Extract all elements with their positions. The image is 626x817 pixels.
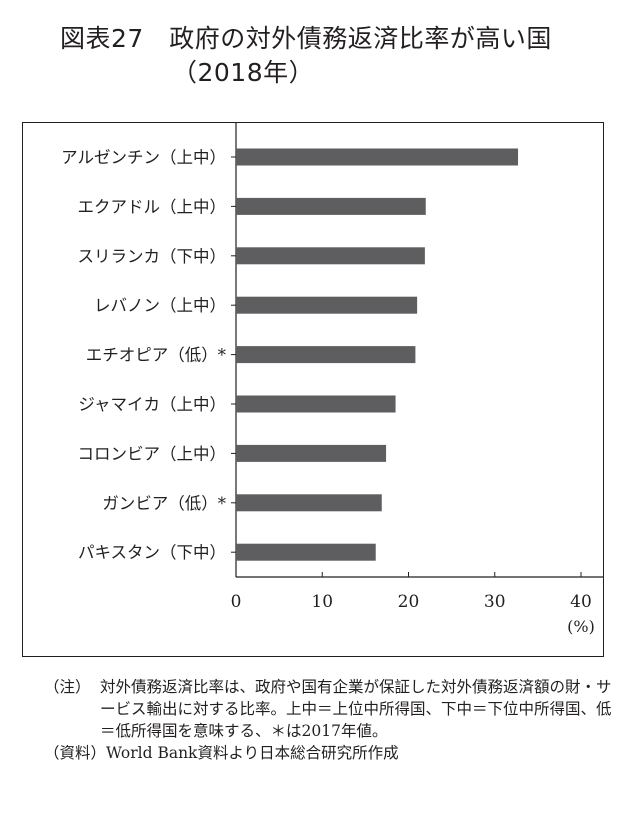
source-label: （資料） (44, 744, 107, 762)
source-row: （資料） World Bank資料より日本総合研究所作成 (44, 742, 614, 764)
chart-title-line2: （2018年） (172, 58, 315, 87)
category-label: スリランカ（下中） (78, 247, 227, 266)
category-label: コロンビア（上中） (78, 444, 227, 463)
bar (236, 543, 376, 561)
bar (236, 148, 519, 166)
category-label: エクアドル（上中） (78, 197, 227, 216)
bar (236, 346, 416, 364)
category-label: ガンビア（低）* (102, 494, 226, 513)
bar (236, 395, 396, 413)
chart-title-line1: 図表27 政府の対外債務返済比率が高い国 (60, 24, 552, 53)
chart-frame (22, 122, 604, 657)
x-tick-label: 10 (311, 592, 333, 612)
category-label: レバノン（上中） (94, 296, 226, 315)
x-tick-label: 20 (398, 592, 420, 612)
bar (236, 494, 382, 512)
note-label: （注） (44, 678, 91, 696)
x-tick-label: 40 (570, 592, 592, 612)
notes-block: （注） 対外債務返済比率は、政府や国有企業が保証した対外債務返済額の財・サービス… (44, 676, 614, 764)
x-tick-label: 30 (484, 592, 506, 612)
bar (236, 247, 425, 265)
note-row: （注） 対外債務返済比率は、政府や国有企業が保証した対外債務返済額の財・サービス… (44, 676, 614, 742)
x-tick-label: 0 (231, 592, 242, 612)
note-text: 対外債務返済比率は、政府や国有企業が保証した対外債務返済額の財・サービス輸出に対… (100, 678, 612, 740)
category-label: ジャマイカ（上中） (78, 395, 226, 414)
chart-title: 図表27 政府の対外債務返済比率が高い国 （2018年） (60, 22, 620, 90)
bar (236, 444, 387, 462)
x-unit-label: (%) (567, 617, 595, 636)
source-text: World Bank資料より日本総合研究所作成 (106, 744, 399, 762)
category-label: アルゼンチン（上中） (61, 148, 226, 167)
category-label: エチオピア（低）* (86, 346, 226, 365)
bar (236, 296, 418, 314)
bar (236, 197, 426, 215)
category-label: パキスタン（下中） (78, 543, 226, 562)
